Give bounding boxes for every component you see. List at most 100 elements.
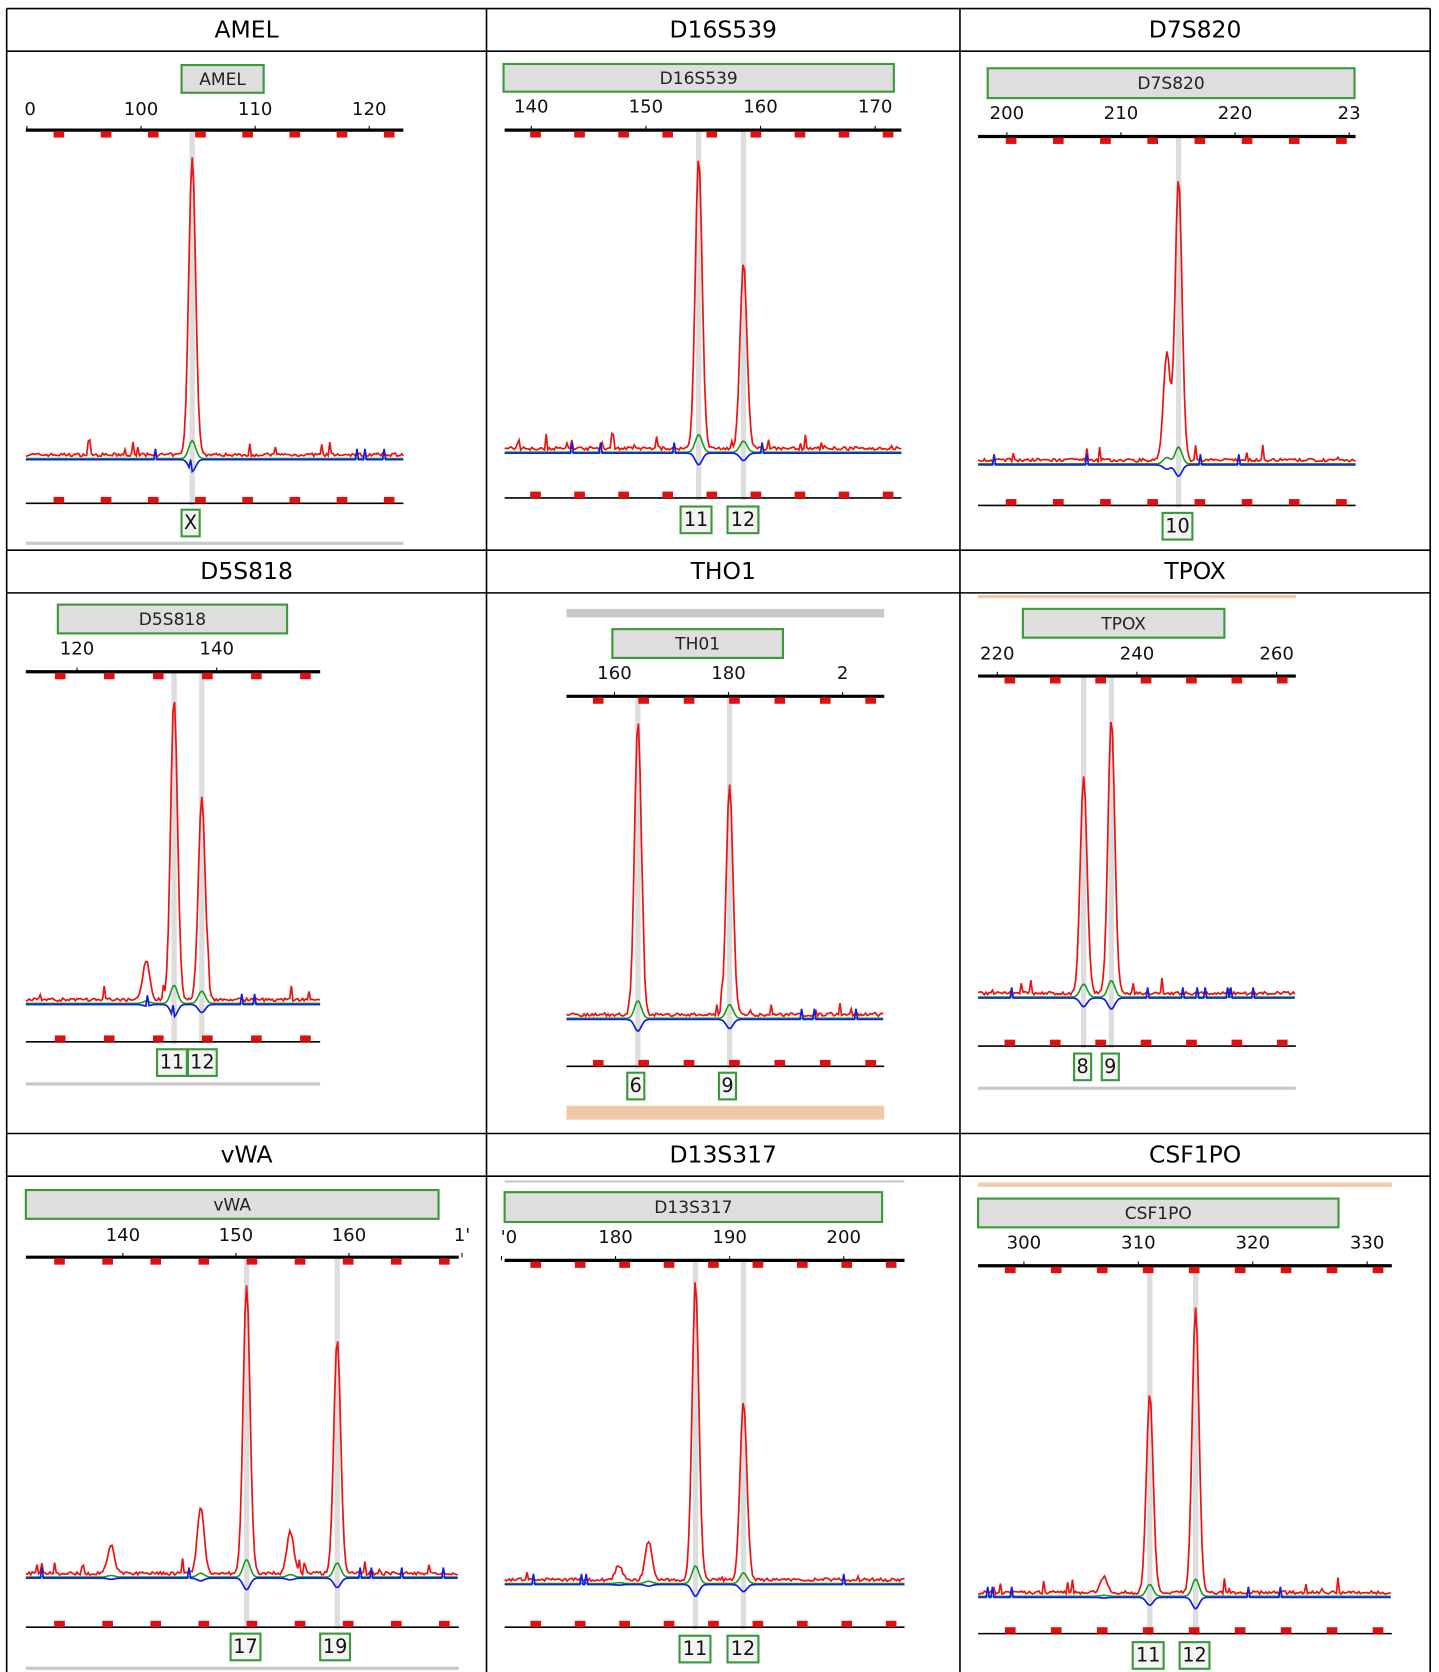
bin-marker (53, 131, 65, 138)
bin-marker (336, 496, 348, 504)
x-tick-label: 120 (60, 638, 95, 659)
column-header: CSF1PO (1149, 1140, 1241, 1168)
bin-marker (1147, 137, 1159, 144)
bin-marker (147, 496, 159, 504)
x-tick-label: 200 (990, 103, 1025, 124)
bin-marker (662, 131, 674, 138)
marker-label: D5S818 (139, 610, 206, 630)
marker-box (1021, 607, 1226, 639)
bin-marker (1049, 677, 1061, 684)
bin-marker (1234, 1266, 1246, 1274)
bin-marker (1186, 677, 1197, 684)
bin-marker (1336, 137, 1347, 144)
bin-marker (1241, 499, 1253, 506)
bin-marker (246, 1258, 258, 1265)
bin-marker (619, 1261, 630, 1268)
bin-marker (1372, 1627, 1384, 1634)
red-trace (978, 1307, 1391, 1597)
allele-label: 12 (731, 508, 755, 531)
x-tick-label: 300 (1007, 1232, 1042, 1253)
bin-marker (882, 491, 894, 498)
bin-marker (1142, 1266, 1154, 1274)
bin-marker (752, 1261, 764, 1268)
column-header: D7S820 (1149, 15, 1242, 43)
allele-label: 17 (233, 1635, 257, 1658)
bin-marker (1231, 677, 1243, 684)
top-bar (978, 595, 1296, 599)
bin-marker (1186, 1039, 1197, 1047)
bin-marker (103, 672, 115, 680)
bin-marker (242, 496, 253, 504)
marker-label: TPOX (1100, 614, 1146, 634)
bin-marker (342, 1620, 354, 1628)
bin-marker (592, 1059, 604, 1067)
bin-marker (195, 131, 206, 138)
bin-marker (662, 491, 674, 498)
bin-marker (530, 131, 541, 138)
bin-marker (1005, 137, 1017, 144)
allele-label: 11 (684, 508, 708, 531)
allele-box (1072, 1052, 1093, 1082)
x-tick-label: 160 (332, 1225, 367, 1246)
bin-marker (100, 496, 112, 504)
allele-box (180, 508, 201, 538)
bin-marker (246, 1620, 258, 1628)
column-header: AMEL (215, 15, 279, 43)
bin-marker (294, 1258, 306, 1265)
red-trace (566, 723, 884, 1018)
bin-marker (618, 131, 629, 138)
bin-marker (198, 1620, 210, 1628)
bin-marker (530, 1261, 542, 1268)
bin-marker (1049, 1039, 1061, 1047)
bin-marker (1095, 677, 1106, 684)
electropherogram: TH01 160 180 2 6 9 (566, 608, 885, 1120)
x-tick-label: 190 (712, 1227, 747, 1248)
bin-marker (251, 1035, 262, 1042)
bin-marker (336, 131, 348, 138)
allele-box (1131, 1641, 1165, 1670)
bin-marker (865, 1059, 876, 1067)
bin-marker (1100, 137, 1111, 144)
blue-trace (25, 448, 404, 474)
bin-marker (574, 1620, 586, 1628)
bin-marker (708, 1620, 719, 1628)
x-tick-label: 220 (1218, 103, 1253, 124)
top-bar (978, 1182, 1392, 1187)
x-tick-label: 150 (219, 1225, 254, 1246)
column-header: D5S818 (200, 557, 293, 585)
bin-marker (838, 491, 850, 498)
x-tick-label: 150 (629, 97, 664, 118)
bin-marker (1326, 1627, 1338, 1634)
bin-marker (638, 697, 649, 704)
blue-trace (25, 1567, 458, 1591)
x-tick-label: 140 (199, 638, 234, 659)
bin-marker (592, 697, 604, 704)
bottom-bar (566, 1105, 885, 1120)
bin-marker (1050, 1627, 1062, 1634)
marker-box (502, 62, 895, 93)
electropherogram: AMEL 0 100 110 120 X (24, 63, 404, 545)
top-bar (566, 608, 885, 618)
bin-marker (1004, 1266, 1016, 1274)
marker-label: AMEL (199, 70, 246, 90)
bin-marker (54, 1620, 65, 1628)
x-tick-label: 23 (1338, 103, 1361, 124)
blue-trace (978, 454, 1356, 478)
bin-marker (1288, 137, 1300, 144)
allele-label: 10 (1165, 514, 1189, 537)
electropherogram: vWA 140 150 160 1' 17 19 (24, 1188, 470, 1670)
bin-marker (100, 131, 112, 138)
electropherogram: TPOX 220 240 260 8 9 (978, 595, 1296, 1090)
bin-marker (202, 1035, 213, 1042)
bin-marker (103, 1035, 115, 1042)
bin-marker (708, 1261, 719, 1268)
bin-marker (1096, 1627, 1108, 1634)
bin-marker (1280, 1266, 1292, 1274)
bin-marker (242, 131, 253, 138)
column-header: D13S317 (669, 1140, 776, 1168)
bin-marker (574, 1261, 586, 1268)
column-header: vWA (221, 1140, 273, 1168)
marker-label: CSF1PO (1125, 1204, 1192, 1224)
x-tick-label: 210 (1104, 103, 1139, 124)
green-trace (978, 979, 1295, 998)
